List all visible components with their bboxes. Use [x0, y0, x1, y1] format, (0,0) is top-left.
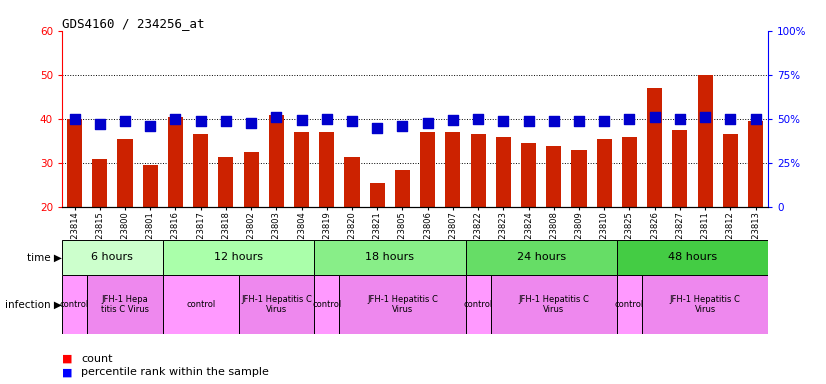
- Text: JFH-1 Hepa
titis C Virus: JFH-1 Hepa titis C Virus: [101, 295, 149, 314]
- Bar: [521, 143, 536, 207]
- Bar: [672, 130, 687, 207]
- Point: [295, 117, 308, 123]
- Bar: [62, 240, 163, 275]
- Point: [270, 114, 283, 120]
- Bar: [617, 240, 768, 275]
- Bar: [239, 275, 314, 334]
- Point: [68, 116, 81, 122]
- Bar: [93, 159, 107, 207]
- Point: [244, 119, 258, 126]
- Bar: [218, 157, 234, 207]
- Bar: [642, 275, 768, 334]
- Point: [345, 118, 358, 124]
- Bar: [168, 117, 183, 207]
- Bar: [622, 137, 637, 207]
- Bar: [143, 166, 158, 207]
- Point: [219, 118, 232, 124]
- Text: JFH-1 Hepatitis C
Virus: JFH-1 Hepatitis C Virus: [519, 295, 589, 314]
- Bar: [697, 75, 713, 207]
- Text: 24 hours: 24 hours: [516, 252, 566, 262]
- Point: [93, 121, 107, 127]
- Text: JFH-1 Hepatitis C
Virus: JFH-1 Hepatitis C Virus: [670, 295, 741, 314]
- Text: control: control: [312, 300, 341, 309]
- Text: count: count: [81, 354, 112, 364]
- Point: [472, 116, 485, 122]
- Bar: [62, 275, 88, 334]
- Text: control: control: [60, 300, 89, 309]
- Point: [194, 118, 207, 124]
- Text: control: control: [186, 300, 216, 309]
- Bar: [67, 119, 82, 207]
- Bar: [344, 157, 359, 207]
- Text: GDS4160 / 234256_at: GDS4160 / 234256_at: [62, 17, 205, 30]
- Bar: [163, 240, 314, 275]
- Bar: [420, 132, 435, 207]
- Point: [169, 116, 182, 122]
- Bar: [572, 150, 586, 207]
- Point: [144, 123, 157, 129]
- Bar: [395, 170, 410, 207]
- Bar: [163, 275, 239, 334]
- Bar: [546, 146, 562, 207]
- Text: infection ▶: infection ▶: [5, 299, 62, 310]
- Point: [749, 116, 762, 122]
- Bar: [466, 240, 617, 275]
- Text: ■: ■: [62, 367, 73, 377]
- Bar: [466, 275, 491, 334]
- Text: JFH-1 Hepatitis C
Virus: JFH-1 Hepatitis C Virus: [241, 295, 311, 314]
- Point: [699, 114, 712, 120]
- Bar: [445, 132, 460, 207]
- Bar: [294, 132, 309, 207]
- Point: [371, 125, 384, 131]
- Bar: [339, 275, 466, 334]
- Text: 18 hours: 18 hours: [365, 252, 415, 262]
- Point: [648, 114, 662, 120]
- Bar: [647, 88, 662, 207]
- Bar: [117, 139, 132, 207]
- Text: 48 hours: 48 hours: [668, 252, 717, 262]
- Bar: [268, 114, 284, 207]
- Text: percentile rank within the sample: percentile rank within the sample: [81, 367, 268, 377]
- Text: JFH-1 Hepatitis C
Virus: JFH-1 Hepatitis C Virus: [367, 295, 438, 314]
- Point: [118, 118, 131, 124]
- Text: control: control: [615, 300, 644, 309]
- Bar: [244, 152, 259, 207]
- Point: [623, 116, 636, 122]
- Bar: [314, 240, 466, 275]
- Bar: [319, 132, 335, 207]
- Point: [496, 118, 510, 124]
- Text: time ▶: time ▶: [27, 252, 62, 262]
- Bar: [748, 121, 763, 207]
- Bar: [370, 183, 385, 207]
- Bar: [314, 275, 339, 334]
- Point: [572, 118, 586, 124]
- Point: [396, 123, 409, 129]
- Point: [446, 117, 459, 123]
- Point: [421, 119, 434, 126]
- Bar: [496, 137, 511, 207]
- Point: [522, 118, 535, 124]
- Bar: [471, 134, 486, 207]
- Point: [320, 116, 334, 122]
- Bar: [491, 275, 617, 334]
- Bar: [596, 139, 612, 207]
- Bar: [617, 275, 642, 334]
- Point: [724, 116, 737, 122]
- Point: [673, 116, 686, 122]
- Text: 6 hours: 6 hours: [92, 252, 133, 262]
- Bar: [88, 275, 163, 334]
- Text: control: control: [463, 300, 493, 309]
- Text: 12 hours: 12 hours: [214, 252, 263, 262]
- Point: [547, 118, 560, 124]
- Point: [598, 118, 611, 124]
- Bar: [723, 134, 738, 207]
- Bar: [193, 134, 208, 207]
- Text: ■: ■: [62, 354, 73, 364]
